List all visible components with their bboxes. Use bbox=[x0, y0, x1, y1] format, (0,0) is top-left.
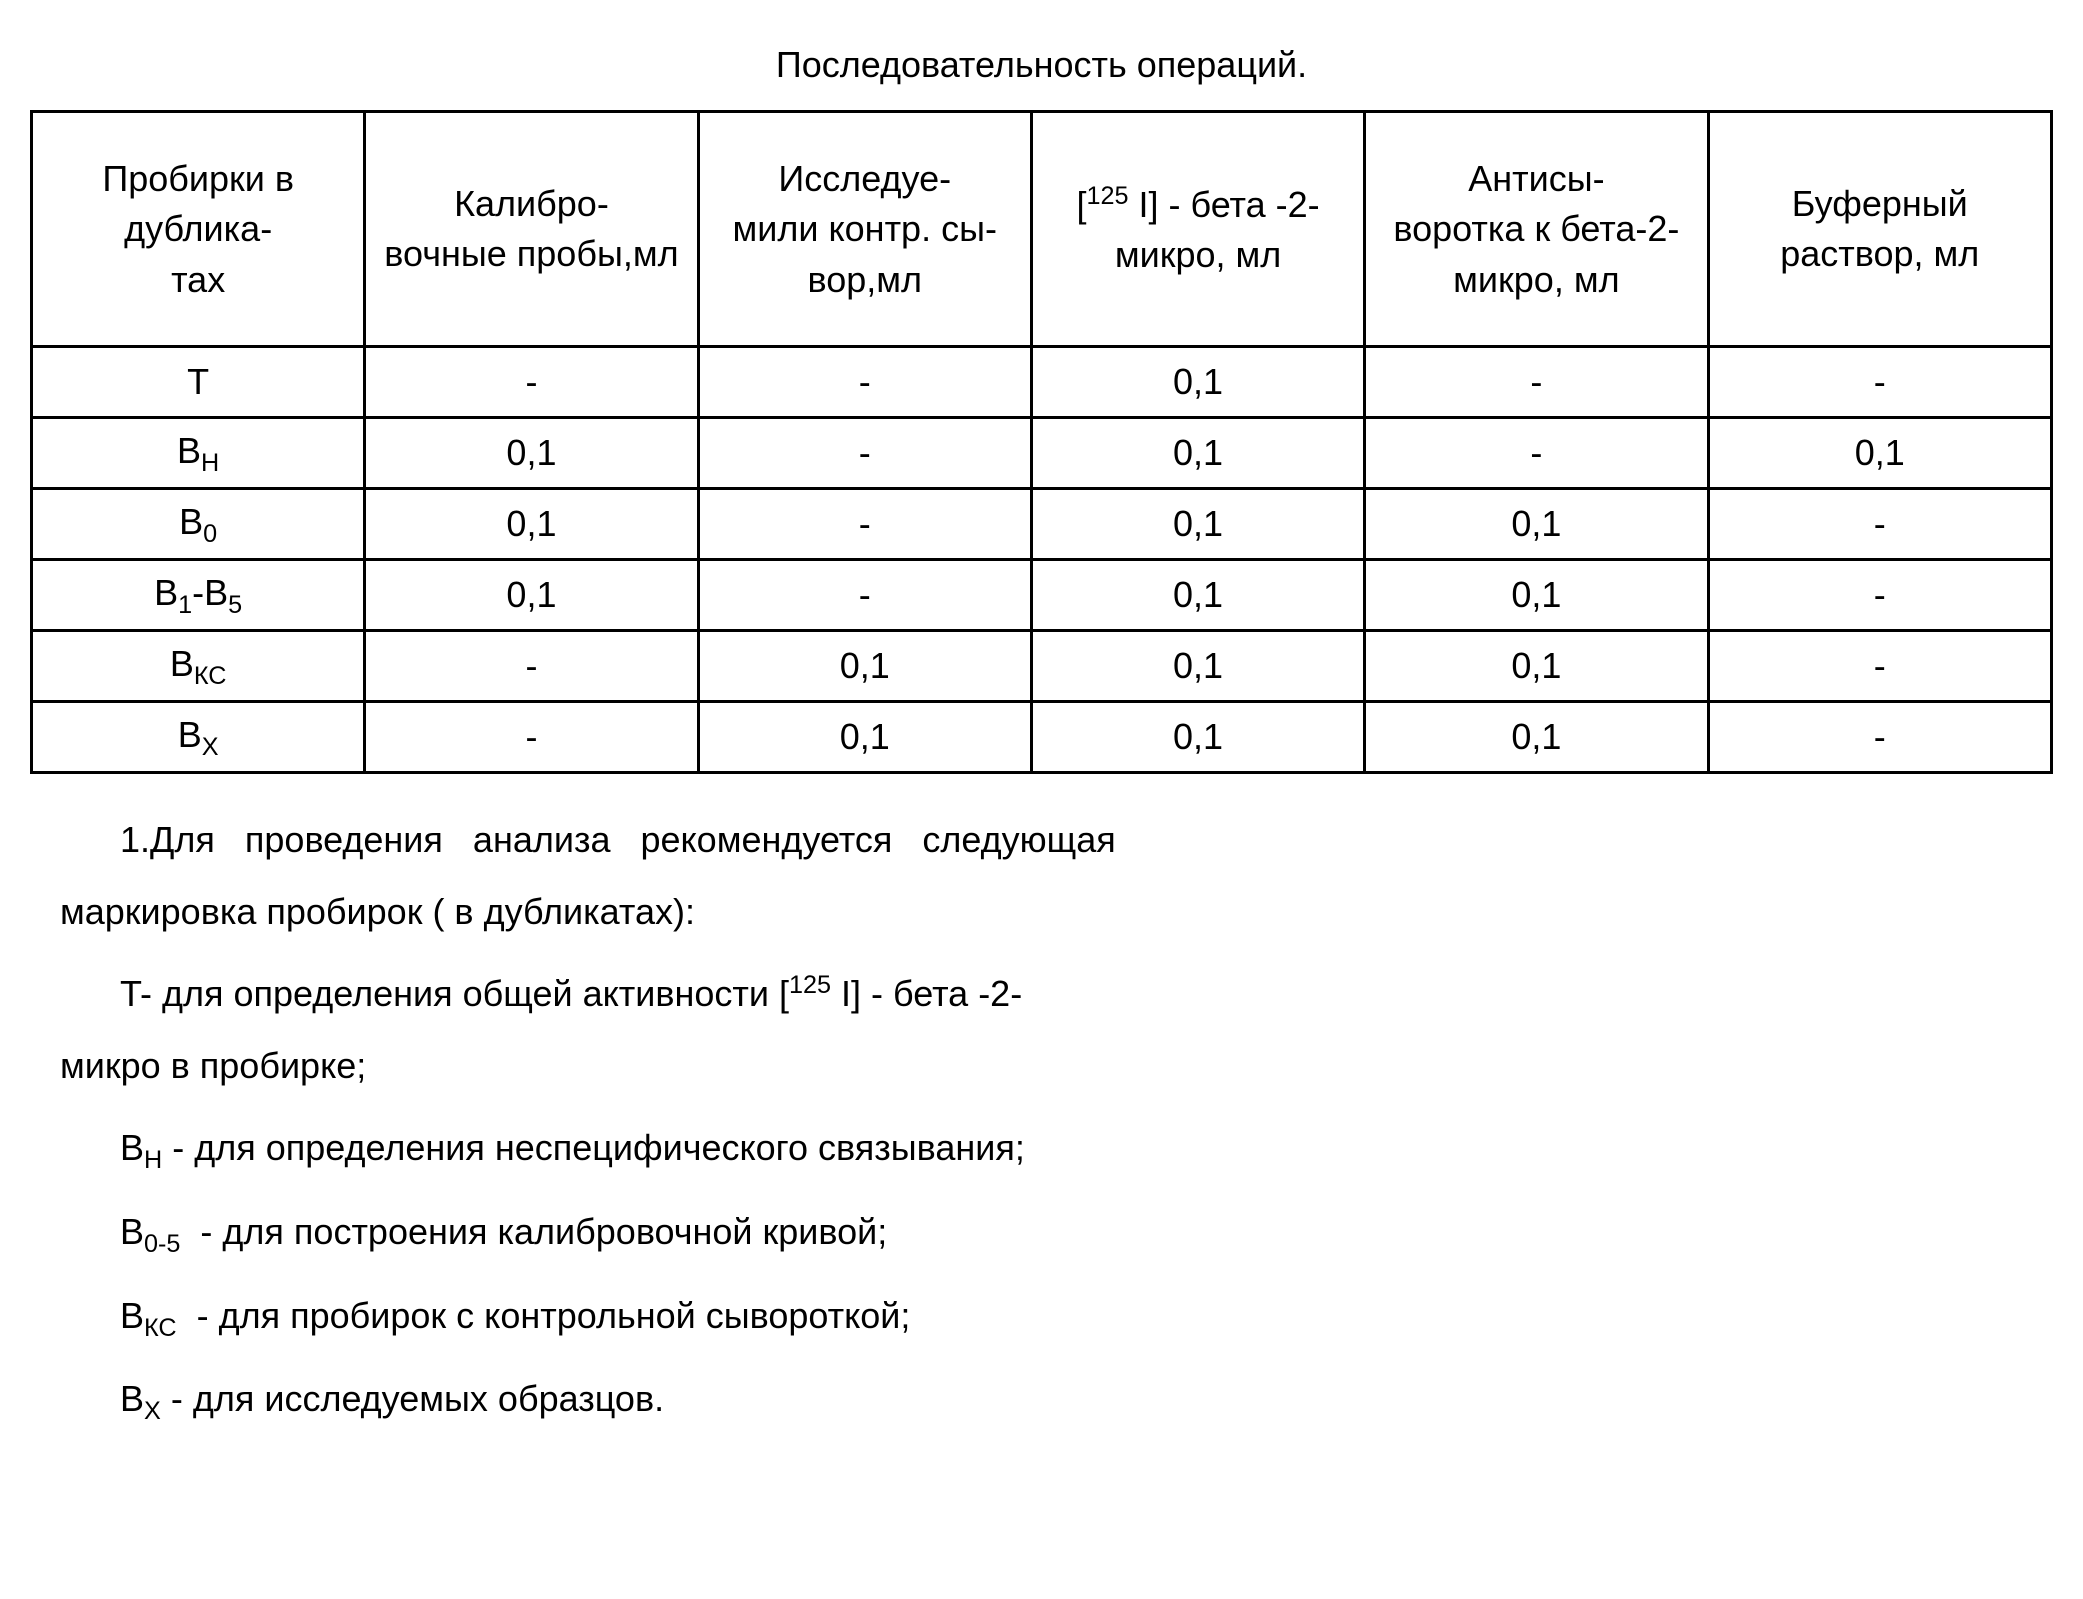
row-label: B0 bbox=[32, 489, 365, 560]
table-body: T--0,1--BН0,1-0,1-0,1B00,1-0,10,1-B1-B50… bbox=[32, 347, 2052, 773]
table-row: BX-0,10,10,1- bbox=[32, 702, 2052, 773]
body-text: 1.Для проведения анализа рекомендуется с… bbox=[30, 804, 2053, 1436]
cell: - bbox=[698, 560, 1031, 631]
table-row: B1-B50,1-0,10,1- bbox=[32, 560, 2052, 631]
cell: - bbox=[365, 347, 698, 418]
col-header-0: Пробирки в дублика-тах bbox=[32, 112, 365, 347]
cell: - bbox=[1708, 347, 2051, 418]
cell: 0,1 bbox=[365, 418, 698, 489]
row-label: B1-B5 bbox=[32, 560, 365, 631]
table-header: Пробирки в дублика-тахКалибро-вочные про… bbox=[32, 112, 2052, 347]
row-label: BКС bbox=[32, 631, 365, 702]
cell: - bbox=[698, 347, 1031, 418]
cell: 0,1 bbox=[365, 489, 698, 560]
operations-table: Пробирки в дублика-тахКалибро-вочные про… bbox=[30, 110, 2053, 774]
cell: 0,1 bbox=[1365, 489, 1708, 560]
row-label: BН bbox=[32, 418, 365, 489]
paragraph-3: B0-5 - для построения калибровочной крив… bbox=[30, 1196, 2053, 1270]
col-header-4: Антисы-воротка к бета-2-микро, мл bbox=[1365, 112, 1708, 347]
cell: 0,1 bbox=[1365, 560, 1708, 631]
paragraph-2: BН - для определения неспецифического св… bbox=[30, 1112, 2053, 1186]
col-header-5: Буферный раствор, мл bbox=[1708, 112, 2051, 347]
paragraph-5: BX - для исследуемых образцов. bbox=[30, 1363, 2053, 1437]
cell: 0,1 bbox=[1708, 418, 2051, 489]
table-row: BН0,1-0,1-0,1 bbox=[32, 418, 2052, 489]
cell: - bbox=[698, 418, 1031, 489]
col-header-2: Исследуе-мили контр. сы-вор,мл bbox=[698, 112, 1031, 347]
paragraph-1: T- для определения общей активности [125… bbox=[30, 958, 2053, 1102]
col-header-1: Калибро-вочные пробы,мл bbox=[365, 112, 698, 347]
table-row: B00,1-0,10,1- bbox=[32, 489, 2052, 560]
row-label: T bbox=[32, 347, 365, 418]
cell: - bbox=[1708, 702, 2051, 773]
row-label: BX bbox=[32, 702, 365, 773]
cell: - bbox=[1708, 631, 2051, 702]
cell: - bbox=[365, 631, 698, 702]
cell: 0,1 bbox=[1031, 418, 1364, 489]
cell: 0,1 bbox=[365, 560, 698, 631]
cell: 0,1 bbox=[1031, 631, 1364, 702]
cell: 0,1 bbox=[1365, 631, 1708, 702]
cell: - bbox=[1708, 489, 2051, 560]
cell: 0,1 bbox=[1365, 702, 1708, 773]
cell: 0,1 bbox=[1031, 347, 1364, 418]
cell: - bbox=[698, 489, 1031, 560]
cell: - bbox=[1365, 418, 1708, 489]
cell: - bbox=[1365, 347, 1708, 418]
paragraph-4: BКС - для пробирок с контрольной сыворот… bbox=[30, 1280, 2053, 1354]
table-row: BКС-0,10,10,1- bbox=[32, 631, 2052, 702]
page-title: Последовательность операций. bbox=[30, 40, 2053, 90]
cell: - bbox=[1708, 560, 2051, 631]
cell: 0,1 bbox=[698, 631, 1031, 702]
cell: 0,1 bbox=[1031, 560, 1364, 631]
col-header-3: [125 I] - бета -2-микро, мл bbox=[1031, 112, 1364, 347]
table-row: T--0,1-- bbox=[32, 347, 2052, 418]
paragraph-0: 1.Для проведения анализа рекомендуется с… bbox=[30, 804, 2053, 948]
cell: 0,1 bbox=[1031, 702, 1364, 773]
cell: - bbox=[365, 702, 698, 773]
cell: 0,1 bbox=[1031, 489, 1364, 560]
cell: 0,1 bbox=[698, 702, 1031, 773]
